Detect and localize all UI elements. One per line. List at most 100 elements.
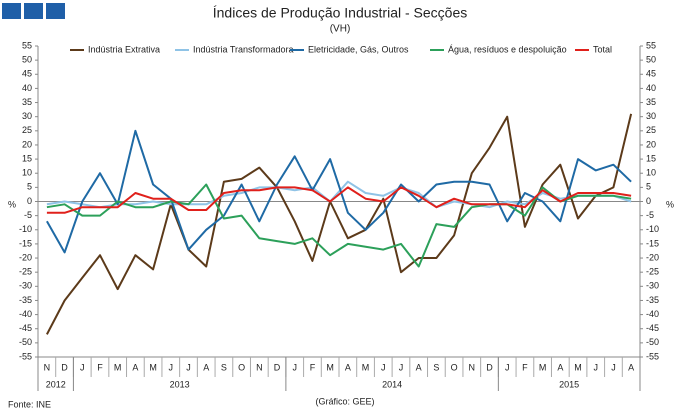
- x-tick-label: N: [44, 362, 51, 372]
- series-line: [46, 129, 632, 254]
- x-tick-label: J: [381, 362, 386, 372]
- x-tick-label: F: [310, 362, 316, 372]
- x-tick-label: M: [326, 362, 334, 372]
- x-tick-label: D: [274, 362, 281, 372]
- x-tick-label: O: [238, 362, 245, 372]
- y2-tick-label: -35: [646, 295, 659, 305]
- y2-tick-label: 45: [646, 69, 656, 79]
- y-tick-label: 30: [22, 111, 32, 121]
- x-tick-label: M: [114, 362, 122, 372]
- y-tick-label: -55: [19, 351, 32, 361]
- x-tick-label: S: [221, 362, 227, 372]
- y2-tick-label: -40: [646, 309, 659, 319]
- y2-tick-label: -25: [646, 267, 659, 277]
- legend-label: Indústria Transformadora: [193, 44, 294, 54]
- x-tick-label: J: [611, 362, 616, 372]
- x-tick-label: A: [203, 362, 209, 372]
- x-tick-label: M: [149, 362, 157, 372]
- legend-label: Eletricidade, Gás, Outros: [308, 44, 409, 54]
- y2-tick-label: 15: [646, 153, 656, 163]
- x-tick-label: N: [256, 362, 263, 372]
- y2-tick-label: -5: [646, 210, 654, 220]
- x-tick-label: F: [97, 362, 103, 372]
- y-tick-label: -10: [19, 224, 32, 234]
- x-tick-label: M: [539, 362, 547, 372]
- y-tick-label: 0: [27, 196, 32, 206]
- y2-tick-label: 40: [646, 83, 656, 93]
- y-tick-label: -45: [19, 323, 32, 333]
- y-tick-label: 5: [27, 182, 32, 192]
- y2-tick-label: -10: [646, 224, 659, 234]
- y-tick-label: 20: [22, 139, 32, 149]
- y-tick-label: 55: [22, 40, 32, 50]
- x-tick-label: A: [628, 362, 634, 372]
- y-tick-label: -25: [19, 267, 32, 277]
- y2-tick-label: -55: [646, 351, 659, 361]
- y2-axis-label: %: [666, 199, 674, 209]
- source: Fonte: INE: [8, 399, 51, 409]
- y2-tick-label: 55: [646, 40, 656, 50]
- chart-subtitle: (VH): [330, 24, 351, 35]
- y2-tick-label: -20: [646, 252, 659, 262]
- y-tick-label: 40: [22, 83, 32, 93]
- logo-block: [2, 3, 21, 19]
- y2-tick-label: 5: [646, 182, 651, 192]
- year-label: 2013: [170, 379, 190, 389]
- y2-tick-label: 20: [646, 139, 656, 149]
- chart-title: Índices de Produção Industrial - Secções: [213, 5, 467, 21]
- x-tick-label: D: [61, 362, 68, 372]
- x-tick-label: J: [169, 362, 174, 372]
- x-tick-label: D: [486, 362, 493, 372]
- y-tick-label: -50: [19, 337, 32, 347]
- x-tick-label: A: [345, 362, 351, 372]
- x-tick-label: M: [574, 362, 582, 372]
- x-tick-label: N: [469, 362, 476, 372]
- y-tick-label: 45: [22, 69, 32, 79]
- x-tick-label: M: [362, 362, 370, 372]
- y-tick-label: -20: [19, 252, 32, 262]
- y2-tick-label: -30: [646, 281, 659, 291]
- y-tick-label: -35: [19, 295, 32, 305]
- credit: (Gráfico: GEE): [315, 396, 374, 406]
- year-label: 2015: [559, 379, 579, 389]
- x-tick-label: A: [132, 362, 138, 372]
- y2-tick-label: -15: [646, 238, 659, 248]
- year-label: 2012: [46, 379, 66, 389]
- y2-tick-label: 25: [646, 125, 656, 135]
- x-tick-label: O: [451, 362, 458, 372]
- y2-tick-label: -45: [646, 323, 659, 333]
- x-tick-label: J: [593, 362, 598, 372]
- y2-tick-label: -50: [646, 337, 659, 347]
- series-line: [46, 113, 633, 335]
- y-tick-label: -5: [24, 210, 32, 220]
- x-tick-label: J: [186, 362, 191, 372]
- y-tick-label: -40: [19, 309, 32, 319]
- y2-tick-label: 35: [646, 97, 656, 107]
- series-line: [46, 186, 632, 214]
- legend-label: Total: [593, 44, 612, 54]
- y-tick-label: 35: [22, 97, 32, 107]
- year-label: 2014: [382, 379, 402, 389]
- y2-tick-label: 30: [646, 111, 656, 121]
- y-tick-label: 15: [22, 153, 32, 163]
- x-tick-label: A: [557, 362, 563, 372]
- x-tick-label: J: [292, 362, 297, 372]
- x-tick-label: J: [505, 362, 510, 372]
- y-tick-label: 10: [22, 168, 32, 178]
- legend-label: Indústria Extrativa: [88, 44, 160, 54]
- legend-label: Água, resíduos e despoluição: [448, 44, 567, 54]
- x-tick-label: F: [522, 362, 528, 372]
- x-tick-label: J: [399, 362, 404, 372]
- x-tick-label: S: [433, 362, 439, 372]
- series-line: [46, 183, 632, 268]
- y-tick-label: 25: [22, 125, 32, 135]
- y-tick-label: 50: [22, 55, 32, 65]
- y2-tick-label: 0: [646, 196, 651, 206]
- logo-block: [46, 3, 65, 19]
- y-axis-label: %: [8, 199, 16, 209]
- x-tick-label: J: [80, 362, 85, 372]
- y2-tick-label: 10: [646, 168, 656, 178]
- x-tick-label: A: [416, 362, 422, 372]
- y-tick-label: -15: [19, 238, 32, 248]
